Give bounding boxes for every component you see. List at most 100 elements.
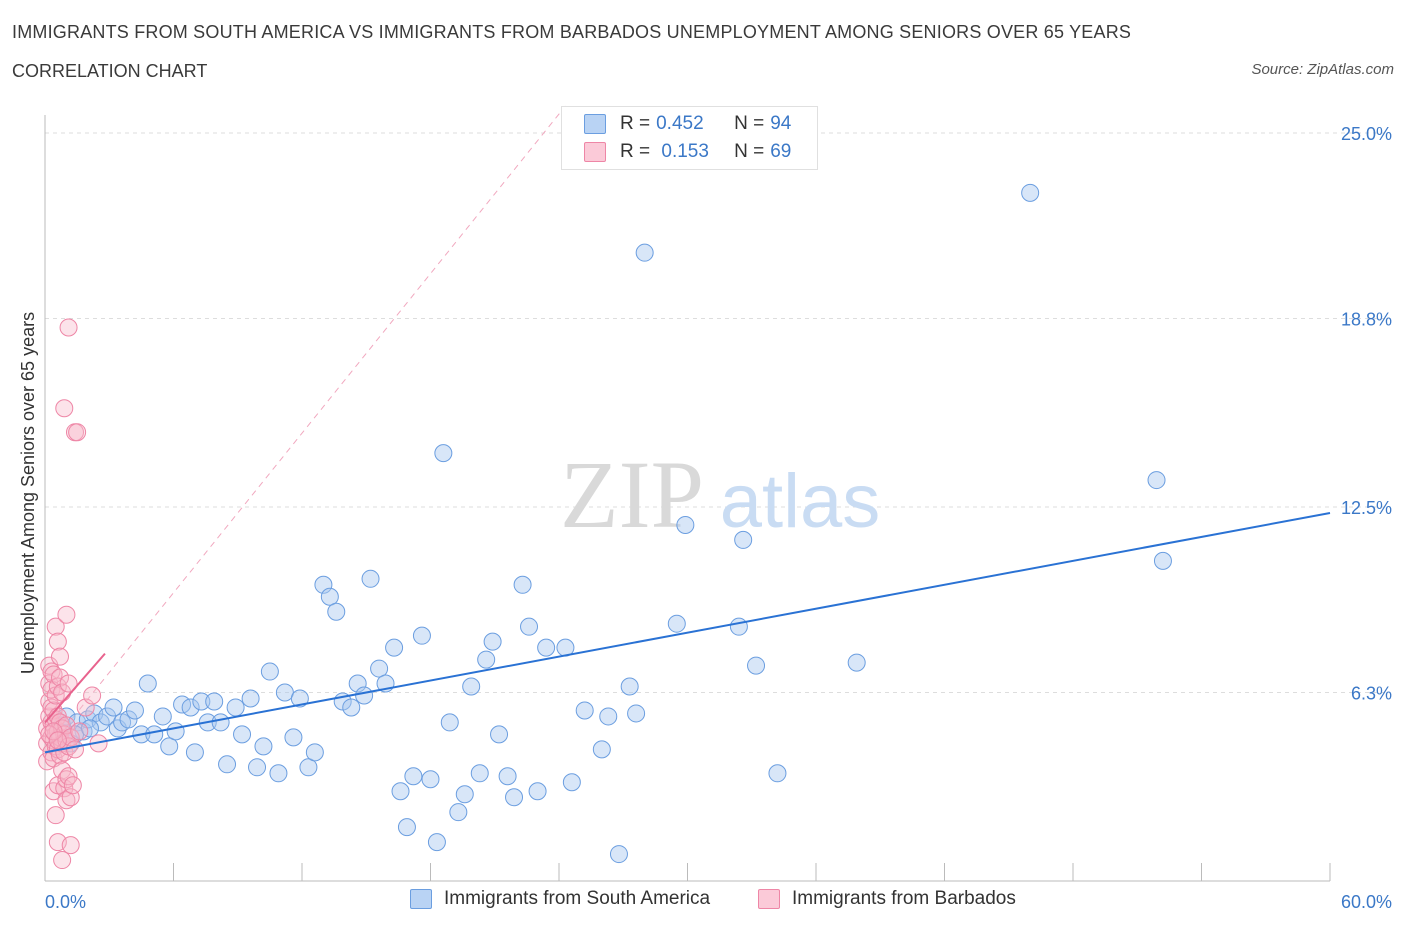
data-point-south-america: [166, 722, 185, 741]
data-point-south-america: [269, 764, 288, 783]
bottom-legend-swatch-blue: [410, 889, 432, 909]
data-point-barbados: [44, 722, 63, 741]
chart-title: IMMIGRANTS FROM SOUTH AMERICA VS IMMIGRA…: [12, 22, 1132, 42]
legend-r-label: R =: [620, 141, 651, 162]
watermark: ZIP atlas: [560, 441, 880, 548]
data-point-south-america: [498, 767, 517, 786]
data-point-south-america: [667, 614, 686, 633]
legend-n-value: 94: [770, 113, 792, 134]
y-tick-label: 25.0%: [1341, 124, 1392, 144]
data-point-south-america: [181, 698, 200, 717]
data-point-south-america: [427, 833, 446, 852]
data-point-south-america: [305, 743, 324, 762]
data-point-barbados: [61, 788, 80, 807]
data-point-south-america: [455, 785, 474, 804]
data-point-south-america: [241, 689, 260, 708]
data-point-barbados: [46, 806, 65, 825]
data-point-barbados: [68, 423, 87, 442]
data-point-barbados: [61, 836, 80, 855]
x-tick-label: 60.0%: [1341, 892, 1392, 912]
legend-row-south-america: R = 0.452 N = 94: [584, 112, 791, 136]
data-point-south-america: [483, 632, 502, 651]
bottom-legend-label: Immigrants from South America: [444, 888, 711, 909]
data-point-south-america: [320, 587, 339, 606]
data-point-south-america: [440, 713, 459, 732]
data-point-south-america: [575, 701, 594, 720]
data-point-south-america: [185, 743, 204, 762]
data-point-south-america: [348, 674, 367, 693]
data-point-barbados: [57, 605, 76, 624]
data-point-barbados: [76, 698, 95, 717]
data-point-south-america: [192, 692, 211, 711]
data-point-south-america: [434, 444, 453, 463]
data-point-barbados: [48, 731, 67, 750]
data-point-barbados: [50, 647, 69, 666]
data-point-barbados: [65, 740, 84, 759]
data-point-south-america: [847, 653, 866, 672]
data-point-south-america: [729, 617, 748, 636]
data-point-south-america: [747, 656, 766, 675]
data-point-south-america: [226, 698, 245, 717]
data-point-south-america: [327, 602, 346, 621]
y-tick-label: 18.8%: [1341, 310, 1392, 330]
watermark-zip: ZIP: [560, 441, 704, 548]
legend-r-label: R =: [620, 113, 651, 134]
data-point-south-america: [290, 689, 309, 708]
bottom-legend-item-barbados: Immigrants from Barbados: [758, 888, 1016, 910]
y-tick-label: 6.3%: [1351, 684, 1392, 704]
data-point-south-america: [125, 701, 144, 720]
data-point-south-america: [254, 737, 273, 756]
series-south-america: [48, 183, 1172, 864]
data-point-south-america: [314, 575, 333, 594]
data-point-south-america: [449, 803, 468, 822]
data-point-south-america: [592, 740, 611, 759]
data-point-south-america: [80, 719, 99, 738]
data-point-south-america: [734, 530, 753, 549]
legend-swatch-blue: [584, 114, 606, 134]
legend-r-value: 0.452: [656, 113, 704, 134]
trend-line-barbados: [44, 652, 106, 724]
data-point-barbados: [83, 686, 102, 705]
trend-line-south-america: [44, 512, 1331, 754]
chart-subtitle: CORRELATION CHART: [12, 61, 208, 81]
data-point-south-america: [1153, 551, 1172, 570]
y-tick-label: 12.5%: [1341, 498, 1392, 518]
data-point-south-america: [275, 683, 294, 702]
watermark-atlas: atlas: [720, 459, 881, 544]
legend-r-value: 0.153: [656, 141, 709, 162]
source-label: Source: ZipAtlas.com: [1251, 61, 1394, 78]
data-point-south-america: [477, 650, 496, 669]
data-point-south-america: [138, 674, 157, 693]
legend-swatch-pink: [584, 142, 606, 162]
bottom-legend-item-south-america: Immigrants from South America: [410, 888, 710, 910]
trend-lines: [44, 512, 1331, 754]
data-point-barbados: [59, 767, 78, 786]
data-point-south-america: [609, 845, 628, 864]
data-point-south-america: [520, 617, 539, 636]
data-point-south-america: [355, 686, 374, 705]
data-point-south-america: [1021, 183, 1040, 202]
data-point-south-america: [153, 707, 172, 726]
data-point-south-america: [205, 692, 224, 711]
data-point-barbados: [53, 851, 72, 870]
data-point-south-america: [490, 725, 509, 744]
data-point-south-america: [537, 638, 556, 657]
data-point-south-america: [627, 704, 646, 723]
legend-n-label: N =: [734, 141, 765, 162]
data-point-barbados: [48, 632, 67, 651]
data-point-south-america: [562, 773, 581, 792]
series-barbados: [38, 318, 108, 870]
data-point-south-america: [104, 698, 123, 717]
data-point-south-america: [233, 725, 252, 744]
data-point-south-america: [513, 575, 532, 594]
data-point-south-america: [211, 713, 230, 732]
data-point-south-america: [462, 677, 481, 696]
data-point-south-america: [385, 638, 404, 657]
data-point-south-america: [421, 770, 440, 789]
data-point-south-america: [412, 626, 431, 645]
data-point-south-america: [160, 737, 179, 756]
y-axis-label: Unemployment Among Seniors over 65 years: [18, 312, 38, 674]
data-point-south-america: [470, 764, 489, 783]
data-point-south-america: [342, 698, 361, 717]
